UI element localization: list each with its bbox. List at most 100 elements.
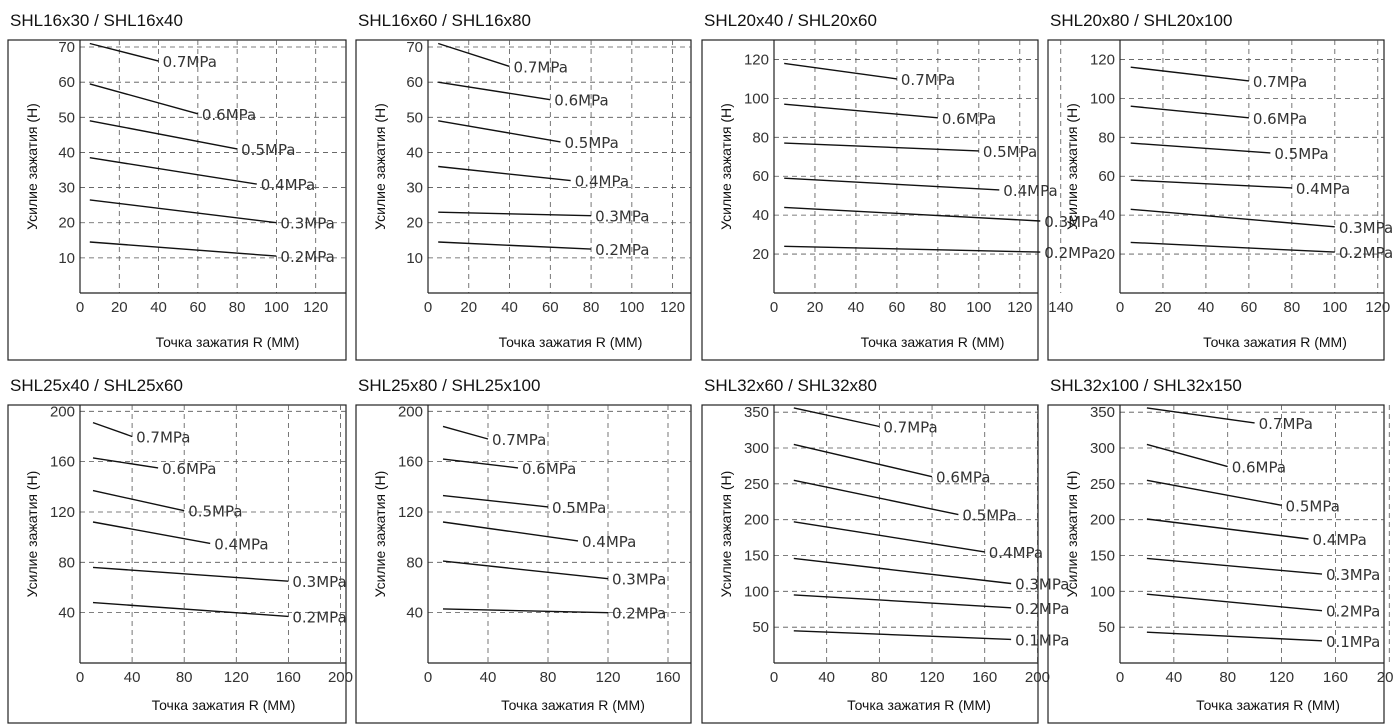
- y-tick-label: 160: [398, 454, 423, 471]
- y-axis-label: Усилие зажатия (Н): [372, 103, 388, 230]
- series-line-0.6MPa: [442, 458, 519, 469]
- series-line-0.2MPa: [1146, 593, 1323, 612]
- y-tick-label: 60: [752, 168, 769, 185]
- y-tick-label: 80: [406, 554, 423, 571]
- y-tick-label: 20: [406, 215, 423, 232]
- x-tick-label: 100: [619, 299, 644, 316]
- chart-title: SHL20x80 / SHL20x100: [1050, 11, 1232, 30]
- series-line-0.5MPa: [793, 479, 959, 516]
- series-line-0.4MPa: [442, 521, 579, 542]
- series-line-0.3MPa: [793, 557, 1012, 585]
- series-label: 0.2MPa: [1326, 603, 1380, 621]
- series-label: 0.3MPa: [595, 208, 649, 226]
- series-line-0.7MPa: [1146, 407, 1255, 424]
- series-label: 0.5MPa: [552, 499, 606, 517]
- series-label: 0.5MPa: [962, 507, 1016, 525]
- x-axis-label: Точка зажатия R (MM): [499, 334, 643, 350]
- y-tick-label: 40: [406, 144, 423, 161]
- chart-panel-5: SHL25x40 / SHL25x60 0 40 80 120 160 200 40 80 120…: [7, 376, 353, 724]
- chart-panel-3: SHL20x40 / SHL20x60 0 20 40 60 80 100 120 140 20 4…: [701, 11, 1099, 361]
- chart-panel-8: SHL32x100 / SHL32x150 0 40 80 120 160 200 50 100…: [1047, 376, 1393, 724]
- chart-frame: [355, 39, 692, 361]
- series-line-0.5MPa: [442, 494, 549, 508]
- series-line-0.5MPa: [1146, 479, 1282, 506]
- y-tick-label: 80: [1098, 129, 1115, 146]
- y-tick-label: 120: [744, 51, 769, 68]
- series-label: 0.7MPa: [492, 431, 546, 449]
- x-tick-label: 160: [972, 669, 997, 686]
- x-tick-label: 40: [150, 299, 167, 316]
- chart-frame: [1047, 404, 1385, 724]
- series-line-0.2MPa: [793, 594, 1012, 609]
- x-tick-label: 160: [276, 669, 301, 686]
- series-label: 0.2MPa: [595, 241, 649, 259]
- series-line-0.6MPa: [89, 83, 199, 115]
- series-line-0.4MPa: [1146, 518, 1309, 540]
- series-line-0.3MPa: [442, 560, 609, 580]
- series-line-0.5MPa: [1130, 142, 1271, 154]
- y-tick-label: 40: [406, 605, 423, 622]
- x-tick-label: 60: [190, 299, 207, 316]
- series-line-0.6MPa: [1146, 443, 1228, 468]
- chart-title: SHL20x40 / SHL20x60: [704, 11, 877, 30]
- y-axis-label: Усилие зажатия (Н): [24, 103, 40, 230]
- series-line-0.7MPa: [784, 62, 897, 80]
- chart-title: SHL25x40 / SHL25x60: [10, 376, 183, 395]
- series-line-0.5MPa: [784, 142, 979, 152]
- chart-frame: [7, 39, 347, 361]
- y-tick-label: 70: [58, 39, 75, 56]
- series-label: 0.6MPa: [522, 460, 576, 478]
- series-label: 0.3MPa: [1044, 213, 1098, 231]
- x-tick-label: 60: [542, 299, 559, 316]
- y-tick-label: 350: [744, 404, 769, 421]
- series-label: 0.6MPa: [1232, 459, 1286, 477]
- series-label: 0.4MPa: [214, 535, 268, 553]
- series-line-0.5MPa: [438, 120, 561, 143]
- series-line-0.7MPa: [437, 42, 510, 68]
- chart-title: SHL32x100 / SHL32x150: [1050, 376, 1242, 395]
- series-label: 0.5MPa: [241, 141, 295, 159]
- x-tick-label: 200: [328, 669, 353, 686]
- y-tick-label: 250: [744, 476, 769, 493]
- chart-title: SHL16x30 / SHL16x40: [10, 11, 183, 30]
- x-axis-label: Точка зажатия R (MM): [1203, 334, 1347, 350]
- series-line-0.2MPa: [438, 241, 592, 250]
- chart-title: SHL16x60 / SHL16x80: [358, 11, 531, 30]
- x-tick-label: 0: [770, 299, 778, 316]
- x-tick-label: 80: [540, 669, 557, 686]
- x-tick-label: 120: [303, 299, 328, 316]
- series-line-0.6MPa: [793, 443, 933, 478]
- y-tick-label: 60: [1098, 168, 1115, 185]
- series-line-0.2MPa: [442, 608, 609, 614]
- series-label: 0.4MPa: [582, 533, 636, 551]
- y-tick-label: 150: [1090, 548, 1115, 565]
- series-line-0.2MPa: [89, 241, 277, 257]
- series-label: 0.5MPa: [983, 143, 1037, 161]
- y-tick-label: 20: [1098, 246, 1115, 263]
- chart-frame: [7, 404, 347, 724]
- series-label: 0.3MPa: [1339, 219, 1393, 237]
- y-axis-label: Усилие зажатия (Н): [24, 471, 40, 598]
- x-tick-label: 120: [1269, 669, 1294, 686]
- series-label: 0.5MPa: [1286, 497, 1340, 515]
- x-tick-label: 40: [480, 669, 497, 686]
- series-label: 0.6MPa: [936, 469, 990, 487]
- y-tick-label: 150: [744, 548, 769, 565]
- x-tick-label: 20: [1155, 299, 1172, 316]
- series-line-0.6MPa: [92, 457, 159, 469]
- series-label: 0.6MPa: [162, 460, 216, 478]
- x-axis-label: Точка зажатия R (MM): [501, 697, 645, 713]
- series-line-0.2MPa: [784, 245, 1041, 253]
- series-line-0.6MPa: [1130, 105, 1249, 119]
- series-line-0.3MPa: [92, 566, 289, 582]
- chart-title: SHL32x60 / SHL32x80: [704, 376, 877, 395]
- series-label: 0.5MPa: [1274, 145, 1328, 163]
- x-tick-label: 20: [111, 299, 128, 316]
- x-tick-label: 120: [1365, 299, 1390, 316]
- x-tick-label: 160: [655, 669, 680, 686]
- x-tick-label: 0: [770, 669, 778, 686]
- y-tick-label: 350: [1090, 404, 1115, 421]
- series-line-0.7MPa: [89, 42, 159, 62]
- y-tick-label: 100: [1090, 90, 1115, 107]
- x-tick-label: 20: [460, 299, 477, 316]
